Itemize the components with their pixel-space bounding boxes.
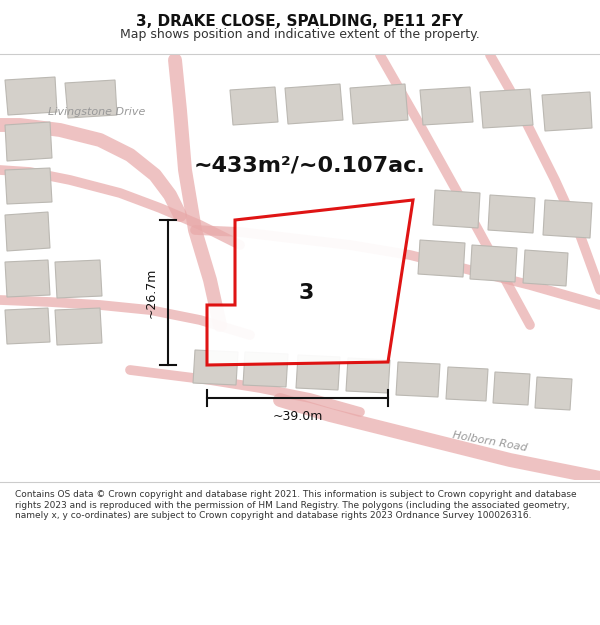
Polygon shape (5, 168, 52, 204)
Polygon shape (285, 84, 343, 124)
Polygon shape (418, 240, 465, 277)
Polygon shape (55, 308, 102, 345)
Polygon shape (65, 80, 117, 118)
Text: Livingstone Drive: Livingstone Drive (48, 107, 145, 117)
Polygon shape (433, 190, 480, 228)
Polygon shape (55, 260, 102, 298)
Text: ~26.7m: ~26.7m (145, 268, 158, 318)
Text: Contains OS data © Crown copyright and database right 2021. This information is : Contains OS data © Crown copyright and d… (15, 490, 577, 520)
Polygon shape (296, 355, 340, 390)
Polygon shape (446, 367, 488, 401)
Text: 3: 3 (298, 283, 314, 303)
Polygon shape (346, 358, 390, 393)
Polygon shape (523, 250, 568, 286)
Text: ~39.0m: ~39.0m (272, 410, 323, 423)
Polygon shape (480, 89, 533, 128)
Polygon shape (396, 362, 440, 397)
Polygon shape (542, 92, 592, 131)
Text: Map shows position and indicative extent of the property.: Map shows position and indicative extent… (120, 28, 480, 41)
Polygon shape (493, 372, 530, 405)
Polygon shape (543, 200, 592, 238)
Polygon shape (535, 377, 572, 410)
Polygon shape (5, 260, 50, 297)
Polygon shape (5, 308, 50, 344)
Polygon shape (5, 212, 50, 251)
Polygon shape (420, 87, 473, 125)
Polygon shape (193, 350, 238, 385)
Polygon shape (230, 87, 278, 125)
Text: Holborn Road: Holborn Road (452, 431, 528, 454)
Polygon shape (207, 200, 413, 365)
Text: 3, DRAKE CLOSE, SPALDING, PE11 2FY: 3, DRAKE CLOSE, SPALDING, PE11 2FY (137, 14, 464, 29)
Polygon shape (5, 122, 52, 161)
Polygon shape (470, 245, 517, 282)
Polygon shape (243, 352, 288, 387)
Text: ~433m²/~0.107ac.: ~433m²/~0.107ac. (194, 155, 426, 175)
Polygon shape (488, 195, 535, 233)
Polygon shape (350, 84, 408, 124)
Polygon shape (5, 77, 57, 115)
